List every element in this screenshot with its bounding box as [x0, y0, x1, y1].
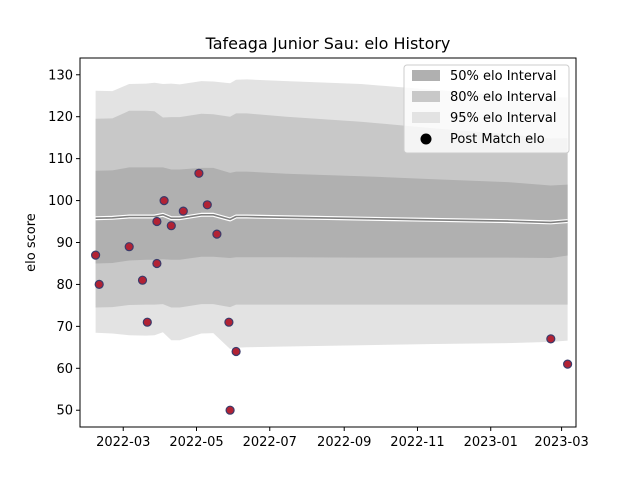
x-tick-label: 2022-11	[390, 435, 444, 450]
post-match-point	[137, 275, 148, 285]
y-axis-label: elo score	[24, 213, 39, 272]
post-match-point	[166, 221, 176, 231]
post-match-point	[159, 196, 169, 206]
legend: 50% elo Interval 80% elo Interval 95% el…	[403, 64, 570, 154]
post-match-point	[178, 206, 188, 216]
post-match-point	[225, 405, 235, 415]
post-match-point	[562, 359, 573, 369]
x-tick-label: 2022-05	[169, 435, 223, 450]
legend-label-50: 50% elo Interval	[450, 69, 557, 84]
legend-label-points: Post Match elo	[450, 132, 545, 147]
x-tick-label: 2022-03	[96, 435, 150, 450]
post-match-point	[152, 258, 162, 269]
post-match-point	[152, 216, 162, 227]
y-tick-label: 120	[48, 110, 73, 125]
post-match-point	[212, 229, 222, 239]
x-axis-ticks: 2022-03 2022-05 2022-07 2022-09 2022-11 2023-…	[96, 427, 589, 450]
legend-swatch-50	[412, 70, 440, 81]
mean-line	[95, 214, 568, 224]
post-match-point	[90, 250, 101, 260]
mean-elo-line	[95, 212, 568, 225]
post-match-point	[202, 200, 212, 210]
y-tick-label: 60	[56, 362, 73, 377]
post-match-point	[142, 317, 152, 327]
interval-band-50	[95, 167, 568, 264]
x-tick-label: 2023-01	[464, 435, 518, 450]
post-match-point	[194, 168, 204, 178]
x-tick-label: 2023-03	[534, 435, 588, 450]
y-tick-label: 130	[48, 68, 73, 83]
legend-swatch-95	[412, 112, 440, 123]
legend-marker-points	[420, 133, 432, 145]
y-tick-label: 70	[56, 320, 73, 335]
post-match-point	[124, 242, 134, 252]
post-match-point	[231, 346, 241, 357]
legend-swatch-80	[412, 91, 440, 102]
legend-label-80: 80% elo Interval	[450, 90, 557, 105]
y-axis-ticks: 50 60 70 80 90 100 110 120 130	[48, 68, 80, 419]
y-tick-label: 110	[48, 152, 73, 167]
legend-box	[403, 64, 570, 154]
post-match-point	[94, 279, 104, 289]
y-tick-label: 90	[56, 236, 73, 251]
post-match-point	[546, 334, 556, 344]
y-tick-label: 50	[56, 404, 73, 419]
y-tick-label: 100	[48, 194, 73, 209]
x-tick-label: 2022-09	[317, 435, 371, 450]
legend-label-95: 95% elo Interval	[450, 111, 557, 126]
x-tick-label: 2022-07	[243, 435, 297, 450]
y-tick-label: 80	[56, 278, 73, 293]
post-match-points	[90, 168, 573, 415]
post-match-point	[224, 317, 234, 327]
chart-title: Tafeaga Junior Sau: elo History	[205, 34, 451, 53]
